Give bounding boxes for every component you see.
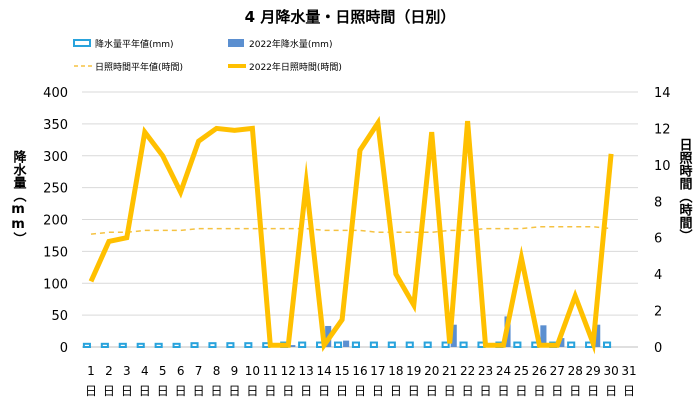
- bar-precip-2022: [289, 345, 296, 347]
- bar-precip-normal: [459, 341, 468, 349]
- y-right-tick-label: 4: [654, 268, 662, 283]
- y-left-tick-label: 400: [43, 86, 68, 101]
- x-tick-label: 29 日: [586, 364, 601, 398]
- x-tick-label: 11 日: [263, 364, 278, 398]
- bar-precip-normal: [369, 341, 378, 349]
- x-tick-label: 19 日: [406, 364, 421, 398]
- y-left-tick-label: 0: [60, 341, 68, 356]
- y-right-tick-label: 14: [654, 86, 671, 101]
- legend-label-precip-normal: 降水量平年値(mm): [95, 38, 174, 50]
- x-tick-label: 16 日: [352, 364, 367, 398]
- bar-precip-normal: [154, 342, 163, 348]
- bar-precip-normal: [351, 341, 361, 349]
- bar-precip-normal: [190, 342, 199, 348]
- bar-precip-2022: [540, 325, 547, 347]
- bar-precip-normal: [118, 342, 127, 348]
- x-tick-label: 23 日: [478, 364, 493, 398]
- bar-precip-normal: [513, 341, 522, 349]
- y-left-tick-label: 350: [43, 118, 68, 133]
- x-tick-label: 28 日: [568, 364, 583, 398]
- line-sun-normal: [90, 226, 612, 235]
- bar-precip-2022: [594, 324, 601, 347]
- y-right-tick-label: 8: [654, 195, 662, 210]
- legend-swatch-precip-2022: [228, 39, 244, 47]
- y-right-tick-label: 6: [654, 232, 662, 247]
- x-tick-label: 13 日: [299, 364, 314, 398]
- x-tick-label: 10 日: [245, 364, 260, 398]
- y-right-tick-label: 12: [654, 122, 671, 137]
- x-tick-label: 22 日: [460, 364, 475, 398]
- bar-precip-normal: [136, 342, 145, 348]
- bar-precip-normal: [405, 341, 414, 349]
- x-tick-label: 27 日: [550, 364, 565, 398]
- bar-precip-normal: [602, 341, 612, 349]
- x-tick-label: 26 日: [532, 364, 547, 398]
- y-left-tick-label: 300: [43, 150, 68, 165]
- line-sun-2022: [88, 115, 614, 355]
- bar-precip-2022: [343, 340, 350, 347]
- x-tick-label: 21 日: [442, 364, 457, 398]
- bar-precip-2022: [558, 338, 565, 347]
- bar-precip-normal: [387, 341, 396, 349]
- bar-precip-normal: [208, 342, 217, 348]
- y-axis-right-title: 日照時間（時間）: [677, 138, 694, 242]
- legend: 降水量平年値(mm) 2022年降水量(mm) 日照時間平年値(時間) 2022…: [73, 38, 342, 73]
- y-left-tick-label: 200: [43, 214, 68, 229]
- x-tick-label: 17 日: [370, 364, 385, 398]
- x-tick-label: 15 日: [334, 364, 349, 398]
- y-right-tick-label: 10: [654, 159, 671, 174]
- x-tick-label: 25 日: [514, 364, 529, 398]
- legend-label-sun-2022: 2022年日照時間(時間): [249, 61, 342, 73]
- bar-precip-normal: [100, 342, 109, 348]
- y-left-tick-label: 100: [43, 277, 68, 292]
- y-left-tick-label: 50: [51, 309, 68, 324]
- bar-precip-normal: [333, 341, 343, 349]
- bar-precip-normal: [298, 341, 307, 349]
- legend-label-sun-normal: 日照時間平年値(時間): [95, 61, 183, 73]
- y-right-tick-label: 0: [654, 341, 662, 356]
- chart-title: 4 月降水量・日照時間（日別）: [245, 8, 456, 26]
- y-left-tick-label: 150: [43, 245, 68, 260]
- bar-precip-normal: [226, 342, 235, 348]
- bar-precip-normal: [423, 341, 432, 349]
- x-tick-label: 24 日: [496, 364, 511, 398]
- y-right-tick-label: 2: [654, 305, 662, 320]
- x-tick-label: 12 日: [281, 364, 296, 398]
- legend-swatch-precip-normal: [73, 39, 91, 47]
- x-tick-label: 31 日: [621, 364, 636, 398]
- bar-precip-normal: [567, 341, 576, 349]
- x-tick-label: 14 日: [316, 364, 331, 398]
- y-axis-left-title: 降水量（mm）: [11, 149, 28, 245]
- x-tick-label: 18 日: [388, 364, 403, 398]
- x-tick-label: 30 日: [603, 364, 618, 398]
- bar-precip-normal: [441, 341, 450, 349]
- bar-precip-normal: [244, 342, 253, 348]
- bar-precip-normal: [172, 342, 181, 348]
- legend-label-precip-2022: 2022年降水量(mm): [249, 38, 332, 50]
- x-tick-label: 20 日: [424, 364, 439, 398]
- bar-precip-normal: [82, 342, 91, 348]
- y-left-tick-label: 250: [43, 182, 68, 197]
- bar-precip-2022: [450, 324, 457, 347]
